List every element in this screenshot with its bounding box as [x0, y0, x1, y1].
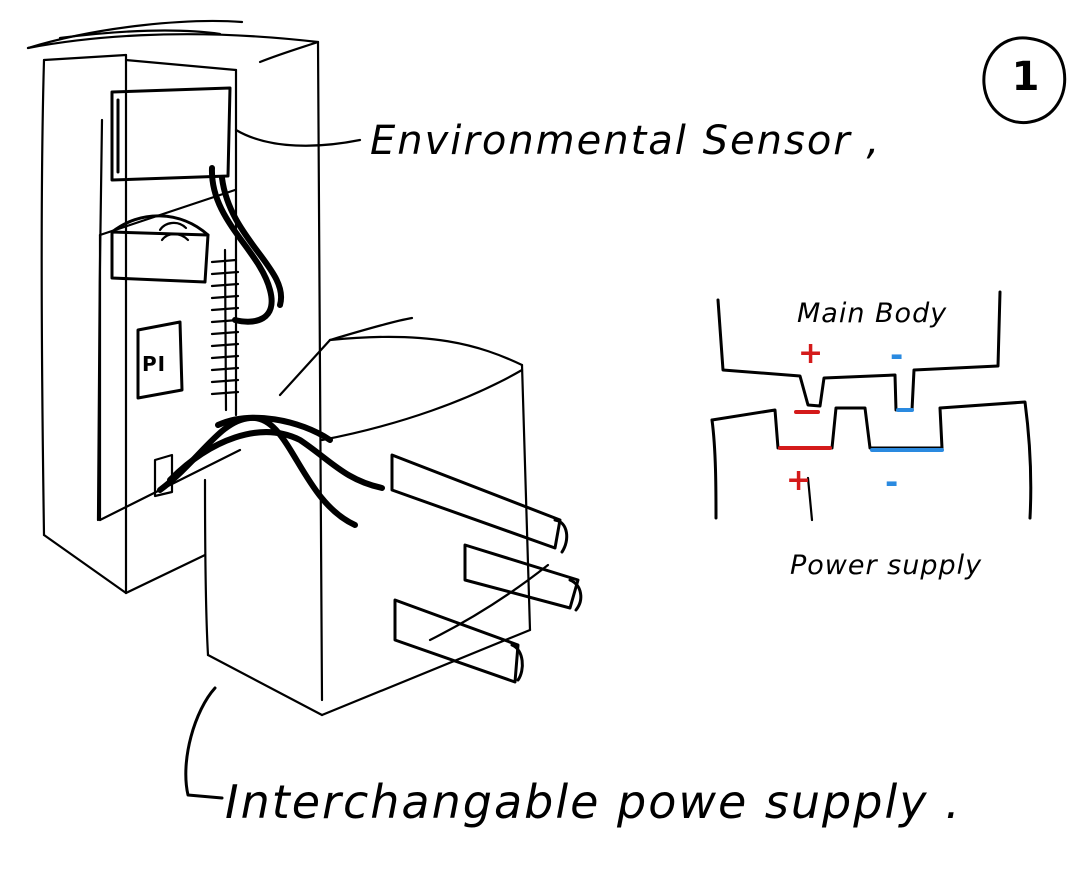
power-supply-label: Power supply [790, 550, 983, 581]
connector-diagram [710, 290, 1033, 522]
main-body-sketch [26, 19, 324, 702]
wires [157, 165, 385, 528]
main-body-positive-sign: + [798, 336, 824, 371]
power-supply-negative-sign: - [885, 463, 899, 501]
interchangeable-power-supply-label: Interchangable powe supply . [225, 775, 962, 829]
power-supply-positive-sign: + [786, 463, 812, 498]
main-body-label: Main Body [797, 298, 948, 329]
main-body-negative-sign: - [890, 336, 904, 374]
page-number-circle [982, 36, 1067, 125]
environmental-sensor-label: Environmental Sensor , [370, 118, 882, 164]
page-number: 1 [1011, 54, 1041, 100]
pi-label: PI [142, 352, 167, 376]
power-supply-sketch [184, 128, 583, 800]
